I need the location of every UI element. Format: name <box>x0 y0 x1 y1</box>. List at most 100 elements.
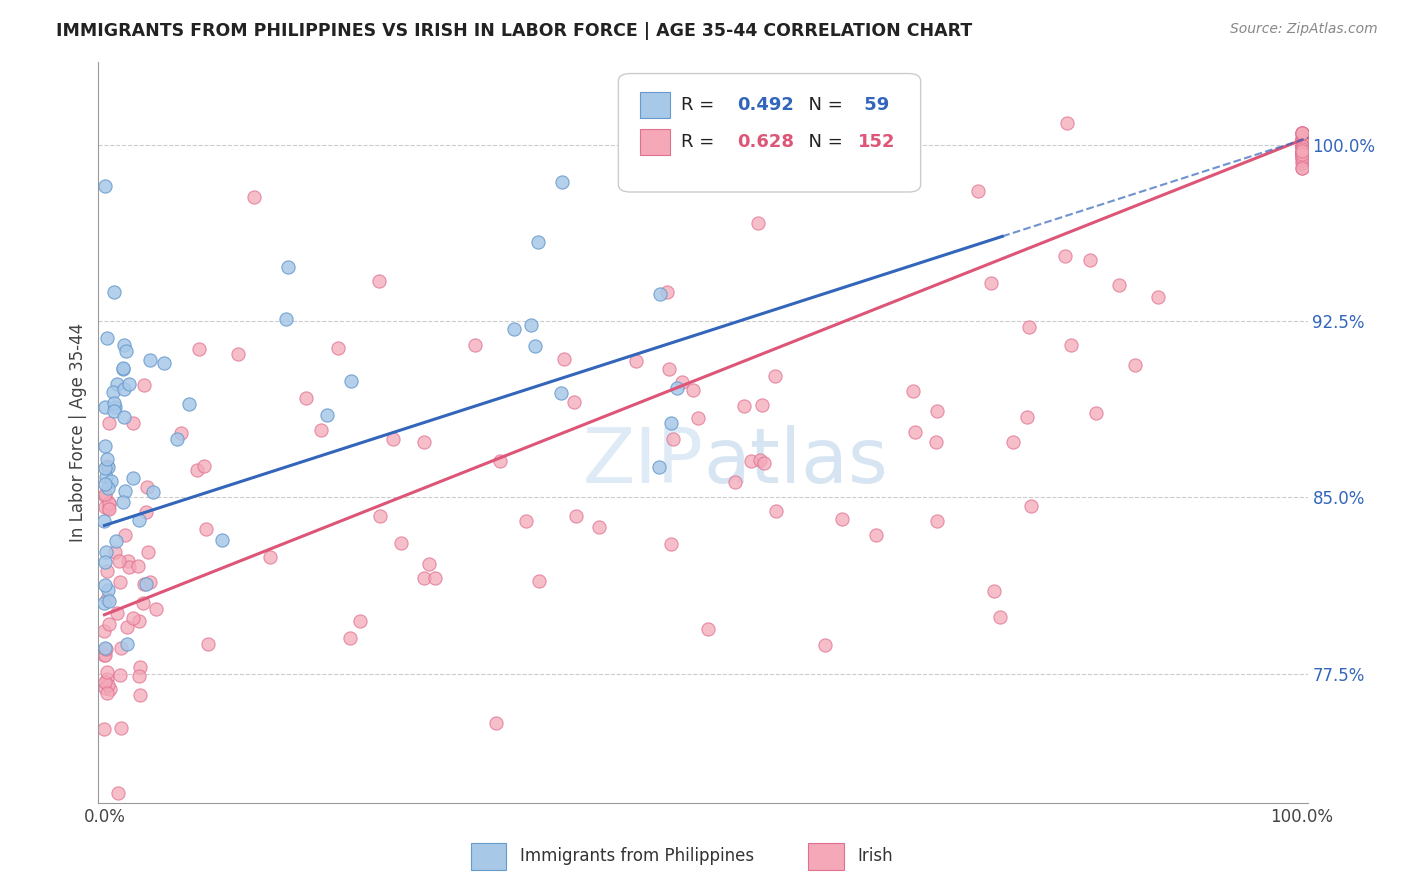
Point <box>112 382 135 396</box>
FancyBboxPatch shape <box>619 73 921 192</box>
Point <box>1291 139 1313 153</box>
Point <box>277 260 299 275</box>
Point <box>96 677 118 691</box>
FancyBboxPatch shape <box>640 92 671 118</box>
Point <box>659 537 682 551</box>
Point <box>1291 133 1313 147</box>
Point <box>831 512 853 526</box>
Point <box>139 353 162 368</box>
FancyBboxPatch shape <box>640 129 671 155</box>
Point <box>93 723 115 737</box>
Point <box>925 404 948 418</box>
Point <box>763 369 786 384</box>
Point <box>550 385 572 400</box>
Point <box>93 514 115 528</box>
Point <box>527 235 550 250</box>
Point <box>94 439 117 453</box>
Point <box>103 404 125 418</box>
Point <box>111 495 134 509</box>
Point <box>138 574 160 589</box>
Point <box>988 610 1011 624</box>
Point <box>686 410 709 425</box>
Point <box>117 559 139 574</box>
Point <box>413 435 436 450</box>
Point <box>96 564 118 578</box>
Point <box>96 642 118 657</box>
Text: N =: N = <box>797 133 849 151</box>
Point <box>94 487 117 501</box>
Point <box>93 648 115 662</box>
Point <box>765 504 787 518</box>
Point <box>904 425 927 439</box>
Point <box>94 544 117 558</box>
Point <box>97 459 120 474</box>
Point <box>1078 252 1101 267</box>
Point <box>107 786 129 800</box>
Point <box>1291 149 1313 163</box>
Point <box>326 341 349 355</box>
Point <box>96 452 118 467</box>
Point <box>1291 126 1313 140</box>
Point <box>1291 156 1313 170</box>
Text: Immigrants from Philippines: Immigrants from Philippines <box>520 847 755 865</box>
Point <box>104 400 127 414</box>
Point <box>93 648 115 662</box>
Point <box>754 456 776 470</box>
Point <box>93 555 115 569</box>
Point <box>105 606 128 620</box>
Point <box>117 554 139 568</box>
Point <box>98 501 121 516</box>
Point <box>747 216 769 230</box>
Point <box>136 479 159 493</box>
Point <box>111 360 134 375</box>
Point <box>166 433 188 447</box>
Point <box>93 596 115 610</box>
Point <box>412 571 434 585</box>
Point <box>243 189 266 203</box>
Point <box>503 322 526 336</box>
Text: ZIP: ZIP <box>582 425 703 500</box>
Point <box>515 514 537 528</box>
Point <box>519 318 541 332</box>
Y-axis label: In Labor Force | Age 35-44: In Labor Force | Age 35-44 <box>69 323 87 542</box>
Point <box>529 574 551 588</box>
Point <box>624 354 647 368</box>
Point <box>865 527 887 541</box>
Point <box>142 485 165 500</box>
Point <box>112 409 135 424</box>
Point <box>177 397 200 411</box>
Point <box>211 533 233 547</box>
Point <box>94 179 117 194</box>
Point <box>1291 145 1313 159</box>
Point <box>96 685 118 699</box>
Point <box>980 276 1002 290</box>
Point <box>1291 140 1313 154</box>
Point <box>114 343 136 358</box>
Text: 152: 152 <box>858 133 896 151</box>
Point <box>93 489 115 503</box>
Point <box>195 522 218 536</box>
Point <box>114 483 136 498</box>
Point <box>108 554 131 568</box>
Point <box>349 614 371 628</box>
Point <box>169 426 191 441</box>
Point <box>96 331 118 345</box>
Point <box>464 337 486 351</box>
Point <box>96 458 118 473</box>
Point <box>128 668 150 682</box>
Point <box>94 461 117 475</box>
Point <box>1291 146 1313 161</box>
Point <box>389 535 412 549</box>
Point <box>128 688 150 702</box>
Point <box>647 459 669 474</box>
Point <box>983 584 1005 599</box>
Point <box>1021 499 1043 513</box>
Point <box>1291 146 1313 161</box>
Point <box>295 391 318 405</box>
Point <box>101 385 124 400</box>
Point <box>553 351 575 366</box>
Point <box>1291 145 1313 160</box>
Point <box>105 377 128 392</box>
Point <box>523 339 546 353</box>
Point <box>94 470 117 484</box>
